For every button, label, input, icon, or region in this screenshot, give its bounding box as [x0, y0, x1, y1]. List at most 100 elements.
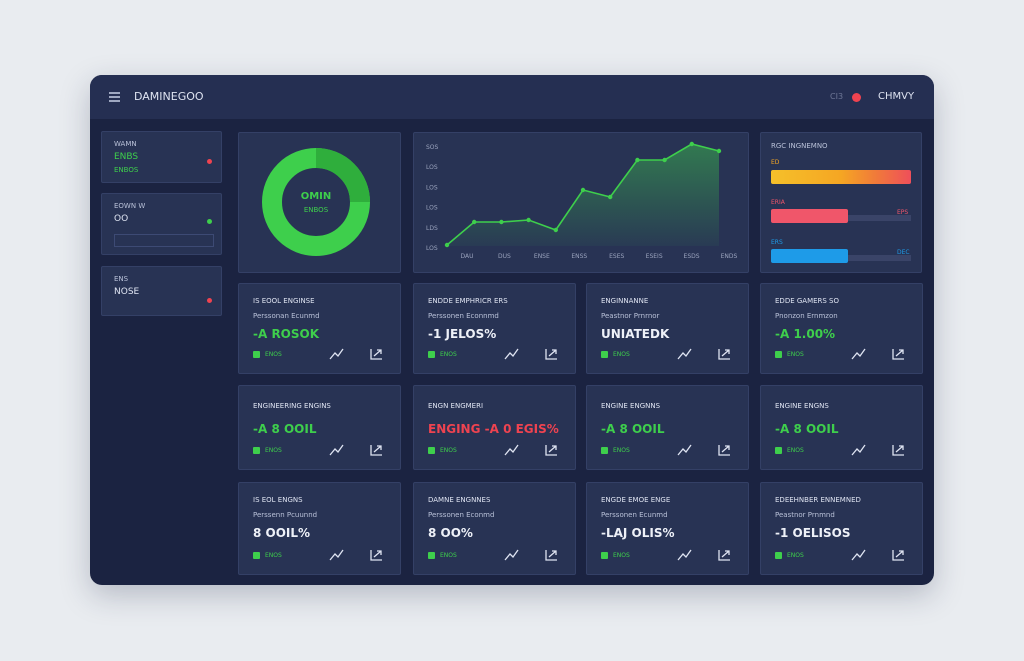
- point: [526, 217, 531, 223]
- card-icons[interactable]: [677, 347, 737, 361]
- card-title: ENGINNANNE: [601, 297, 649, 305]
- card-value: UNIATEDK: [601, 327, 670, 341]
- expand-icon: [892, 550, 904, 561]
- card-foot: ENOS: [440, 447, 457, 454]
- sidebar-item[interactable]: EOWN W OO: [101, 193, 222, 255]
- metric-card[interactable]: ENGDE EMOE ENGE Perssonen Ecunmd -LAJ OLIS…: [586, 482, 749, 575]
- card-icons[interactable]: [504, 548, 564, 562]
- y-tick-label: LDS: [426, 225, 438, 232]
- card-foot: ENOS: [787, 552, 804, 559]
- sidebar-item[interactable]: ENS NOSE: [101, 266, 222, 316]
- sidebar-sub: ENBOS: [114, 166, 139, 174]
- expand-icon: [545, 550, 557, 561]
- trend-icon: [677, 348, 692, 360]
- status-square: [428, 351, 435, 358]
- expand-icon: [545, 349, 557, 360]
- point: [444, 242, 450, 248]
- metric-card[interactable]: ENGN ENGMERI ENGING -A 0 EGIS% ENOS: [413, 385, 576, 470]
- status-square: [601, 552, 608, 559]
- bar: [771, 170, 911, 184]
- y-tick-label: LOS: [426, 245, 438, 252]
- metric-card[interactable]: ENGINE ENGNS -A 8 OOIL ENOS: [760, 385, 923, 470]
- bar-label: ED: [771, 159, 780, 166]
- metric-card[interactable]: EDDE GAMERS SO Pnonzon Ernmzon -A 1.00% ENO…: [760, 283, 923, 374]
- card-icons[interactable]: [677, 548, 737, 562]
- menu-icon[interactable]: [109, 92, 121, 102]
- x-tick-label: ESES: [609, 253, 624, 260]
- card-foot: ENOS: [613, 447, 630, 454]
- y-tick-label: LOS: [426, 164, 438, 171]
- expand-icon: [370, 550, 382, 561]
- trend-icon: [329, 549, 344, 561]
- status-dot: [207, 219, 212, 224]
- bar: [771, 249, 848, 263]
- metric-card[interactable]: IS EOOL ENGINSE Perssonan Ecunmd -A ROSOK E…: [238, 283, 401, 374]
- point: [716, 148, 722, 154]
- trend-icon: [851, 549, 866, 561]
- donut-shade: [315, 148, 370, 203]
- trend-icon: [329, 444, 344, 456]
- bar-title: RGC INGNEMNO: [771, 142, 828, 150]
- notification-dot[interactable]: [852, 93, 861, 102]
- trend-icon: [329, 348, 344, 360]
- expand-icon: [892, 349, 904, 360]
- x-tick-label: ESDS: [684, 253, 700, 260]
- card-foot: ENOS: [440, 552, 457, 559]
- card-value: -A 8 OOIL: [601, 422, 665, 436]
- card-icons[interactable]: [851, 443, 911, 457]
- bar-right-label: EPS: [897, 209, 909, 216]
- x-tick-label: ENSE: [534, 253, 550, 260]
- sidebar-label: EOWN W: [114, 202, 146, 210]
- expand-icon: [718, 349, 730, 360]
- status-square: [428, 447, 435, 454]
- metric-card[interactable]: ENGINE ENGNNS -A 8 OOIL ENOS: [586, 385, 749, 470]
- badge: CI3: [830, 92, 844, 101]
- card-foot: ENOS: [787, 447, 804, 454]
- sidebar-item[interactable]: WAMN ENBS ENBOS: [101, 131, 222, 183]
- donut-panel: OMIN ENBOS: [238, 132, 401, 273]
- sidebar-label: ENS: [114, 275, 129, 283]
- card-icons[interactable]: [329, 443, 389, 457]
- status-square: [601, 447, 608, 454]
- point: [635, 157, 640, 163]
- app-title: DAMINEGOO: [134, 90, 204, 103]
- card-icons[interactable]: [851, 347, 911, 361]
- trend-icon: [504, 348, 519, 360]
- expand-icon: [545, 445, 557, 456]
- y-tick-label: LOS: [426, 184, 438, 191]
- point: [472, 219, 477, 225]
- user-name[interactable]: CHMVY: [878, 91, 915, 102]
- metric-card[interactable]: EDEEHNBER ENNEMNED Peastnor Prnmnd -1 OELI…: [760, 482, 923, 575]
- card-icons[interactable]: [504, 443, 564, 457]
- card-icons[interactable]: [329, 548, 389, 562]
- card-icons[interactable]: [851, 548, 911, 562]
- x-tick-label: DAU: [460, 253, 473, 260]
- header: DAMINEGOO CI3 CHMVY: [90, 75, 934, 119]
- expand-icon: [718, 445, 730, 456]
- metric-card[interactable]: DAMNE ENGNNES Perssonen Econmd 8 OO% ENOS: [413, 482, 576, 575]
- card-foot: ENOS: [787, 351, 804, 358]
- card-foot: ENOS: [265, 351, 282, 358]
- status-square: [775, 447, 782, 454]
- card-icons[interactable]: [677, 443, 737, 457]
- card-subtitle: Perssonen Econnmd: [428, 312, 499, 320]
- card-title: ENGINEERING ENGINS: [253, 402, 331, 410]
- card-title: ENDDE EMPHRICR ERS: [428, 297, 508, 305]
- sidebar-value: OO: [114, 214, 129, 224]
- bar-panel: RGC INGNEMNO ED ERIA EPS ERS DEC: [760, 132, 922, 273]
- card-subtitle: Pnonzon Ernmzon: [775, 312, 838, 320]
- y-tick-label: SOS: [426, 144, 439, 151]
- status-square: [775, 351, 782, 358]
- metric-card[interactable]: ENDDE EMPHRICR ERS Perssonen Econnmd -1 JE…: [413, 283, 576, 374]
- point: [662, 157, 667, 163]
- card-icons[interactable]: [504, 347, 564, 361]
- card-foot: ENOS: [440, 351, 457, 358]
- point: [608, 194, 613, 200]
- metric-card[interactable]: ENGINEERING ENGINS -A 8 OOIL ENOS: [238, 385, 401, 470]
- card-foot: ENOS: [613, 351, 630, 358]
- metric-card[interactable]: ENGINNANNE Peastnor Prnrnor UNIATEDK ENOS: [586, 283, 749, 374]
- card-value: 8 OOIL%: [253, 526, 311, 540]
- donut-sub: ENBOS: [304, 206, 329, 214]
- card-icons[interactable]: [329, 347, 389, 361]
- metric-card[interactable]: IS EOL ENGNS Perssenn Pcuunnd 8 OOIL% ENOS: [238, 482, 401, 575]
